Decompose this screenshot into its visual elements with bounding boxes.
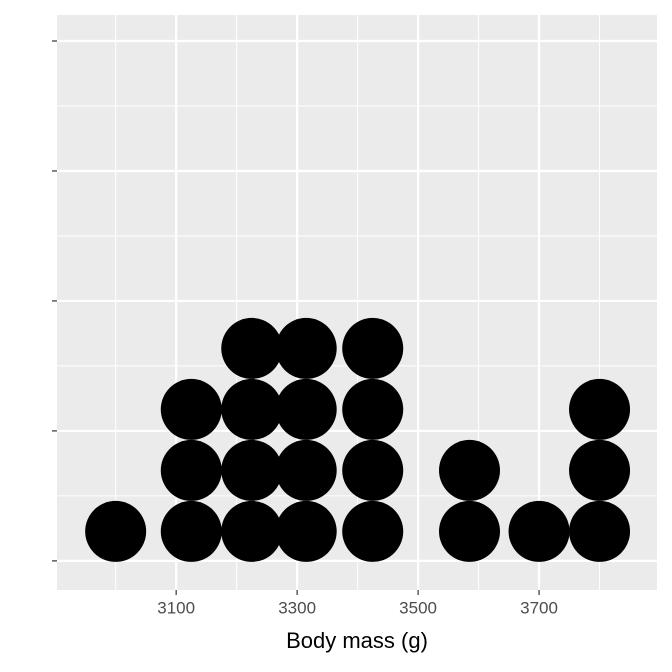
dot xyxy=(275,378,337,440)
dot xyxy=(160,439,222,501)
dot xyxy=(221,378,283,440)
x-tick-label: 3100 xyxy=(157,598,195,617)
dot xyxy=(275,317,337,379)
x-tick-label: 3300 xyxy=(278,598,316,617)
dot xyxy=(342,439,404,501)
x-tick-label: 3700 xyxy=(520,598,558,617)
dot xyxy=(342,317,404,379)
dot xyxy=(569,439,631,501)
dot xyxy=(221,439,283,501)
dot xyxy=(221,500,283,562)
panel xyxy=(57,15,657,590)
dot xyxy=(439,500,500,562)
dot xyxy=(342,500,404,562)
dot xyxy=(508,500,570,562)
dot xyxy=(275,439,337,501)
dot xyxy=(275,500,337,562)
dot xyxy=(439,439,500,501)
dot xyxy=(160,500,222,562)
x-axis-label: Body mass (g) xyxy=(286,628,428,653)
dot xyxy=(569,378,631,440)
dot xyxy=(342,378,404,440)
dot xyxy=(569,500,631,562)
dot xyxy=(221,317,283,379)
dot xyxy=(160,378,222,440)
dot xyxy=(85,500,147,562)
x-tick-label: 3500 xyxy=(399,598,437,617)
